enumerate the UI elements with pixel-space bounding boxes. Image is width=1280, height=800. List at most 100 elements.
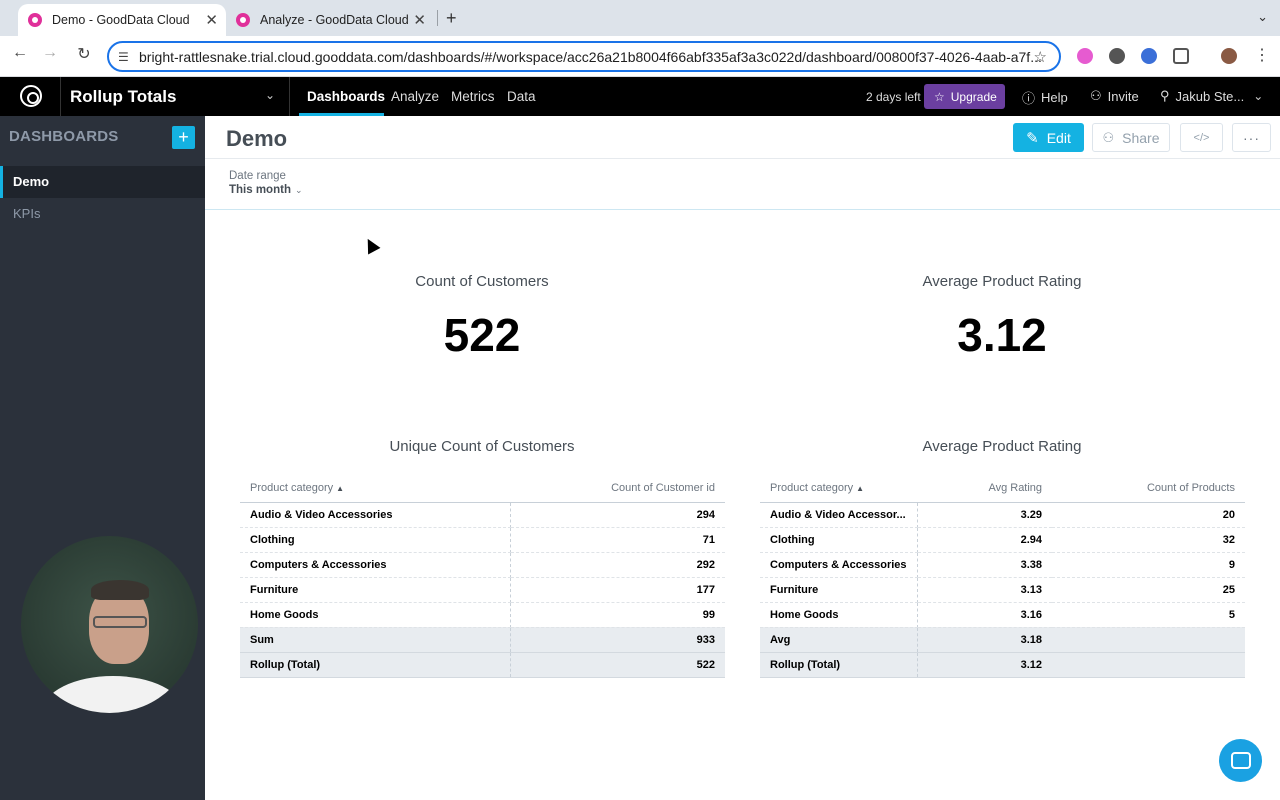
column-header[interactable]: Count of Customer id xyxy=(510,474,725,503)
gooddata-logo-icon[interactable] xyxy=(20,85,42,107)
table-row: Clothing 2.94 32 xyxy=(760,527,1245,553)
user-menu[interactable]: ⚲ Jakub Ste... ⌄ xyxy=(1160,88,1263,104)
new-tab-icon[interactable]: + xyxy=(446,8,457,28)
browser-tab-demo[interactable]: Demo - GoodData Cloud ✕ xyxy=(18,4,226,36)
table-total-row: Rollup (Total) 3.12 xyxy=(760,652,1245,678)
table-cell: 5 xyxy=(1052,602,1245,628)
share-button[interactable]: ⚇ Share xyxy=(1092,123,1170,152)
column-header[interactable]: Product category ▲ xyxy=(240,474,510,503)
extension-icon[interactable] xyxy=(1077,48,1093,64)
table-cell: 71 xyxy=(510,527,725,553)
chevron-down-icon: ⌄ xyxy=(294,185,303,195)
table-title: Unique Count of Customers xyxy=(389,438,575,455)
column-header[interactable]: Avg Rating xyxy=(917,474,1053,503)
site-info-icon[interactable]: ☰ xyxy=(118,50,129,64)
kpi-value[interactable]: 522 xyxy=(443,309,521,361)
table-cell: Sum xyxy=(240,627,511,653)
table-total-row: Rollup (Total) 522 xyxy=(240,652,725,678)
url-text: bright-rattlesnake.trial.cloud.gooddata.… xyxy=(139,48,1042,65)
nav-data[interactable]: Data xyxy=(507,89,536,104)
more-options-button[interactable]: ··· xyxy=(1232,123,1271,152)
table-row: Home Goods 99 xyxy=(240,602,725,628)
table-cell: Avg xyxy=(760,627,918,653)
sort-ascending-icon: ▲ xyxy=(336,483,345,493)
forward-icon[interactable]: → xyxy=(42,44,58,61)
kpi-value[interactable]: 3.12 xyxy=(957,309,1047,361)
table-cell xyxy=(1052,652,1245,678)
column-header[interactable]: Count of Products xyxy=(1052,474,1245,503)
table-total-row: Avg 3.18 xyxy=(760,627,1245,653)
table-cell: 3.13 xyxy=(917,577,1053,603)
table-row: Computers & Accessories 292 xyxy=(240,552,725,578)
date-filter-dropdown[interactable]: This month ⌄ xyxy=(229,184,303,196)
nav-analyze[interactable]: Analyze xyxy=(391,89,440,104)
sidebar-item-kpis[interactable]: KPIs xyxy=(13,206,41,221)
table-cell: 294 xyxy=(510,502,725,528)
filter-bar-divider xyxy=(205,209,1280,210)
table-cell: 99 xyxy=(510,602,725,628)
nav-metrics[interactable]: Metrics xyxy=(451,89,495,104)
workspace-title[interactable]: Rollup Totals xyxy=(70,87,177,106)
close-tab-icon[interactable]: ✕ xyxy=(205,12,218,29)
table-cell: Rollup (Total) xyxy=(760,652,918,678)
browser-toolbar: ← → ↻ ☰ bright-rattlesnake.trial.cloud.g… xyxy=(0,36,1280,77)
table-cell: Home Goods xyxy=(760,602,918,628)
browser-menu-icon[interactable]: ⋮ xyxy=(1254,47,1270,64)
password-manager-icon[interactable] xyxy=(1141,48,1157,64)
add-dashboard-button[interactable]: + xyxy=(172,126,195,149)
edit-button[interactable]: ✎ Edit xyxy=(1013,123,1084,152)
sidebar-item-demo[interactable]: Demo xyxy=(0,166,205,198)
star-icon: ☆ xyxy=(934,89,945,104)
table-cell: Audio & Video Accessories xyxy=(240,502,511,528)
browser-tab-bar: Demo - GoodData Cloud ✕ Analyze - GoodDa… xyxy=(0,0,1280,36)
table-cell: Home Goods xyxy=(240,602,511,628)
back-icon[interactable]: ← xyxy=(12,44,28,61)
column-header-label: Product category xyxy=(770,481,854,494)
invite-link[interactable]: ⚇ Invite xyxy=(1090,88,1139,104)
help-link[interactable]: ⓘ Help xyxy=(1022,88,1068,107)
invite-label: Invite xyxy=(1107,88,1139,104)
table-cell: 3.16 xyxy=(917,602,1053,628)
browser-tab-analyze[interactable]: Analyze - GoodData Cloud ✕ xyxy=(226,4,434,36)
kpi-title: Count of Customers xyxy=(415,273,549,290)
table-cell: Rollup (Total) xyxy=(240,652,511,678)
upgrade-label: Upgrade xyxy=(950,89,997,104)
chevron-down-icon: ⌄ xyxy=(1253,89,1264,103)
table-cell: Clothing xyxy=(760,527,918,553)
address-bar[interactable]: ☰ bright-rattlesnake.trial.cloud.gooddat… xyxy=(107,41,1061,72)
nav-dashboards[interactable]: Dashboards xyxy=(307,89,386,104)
embed-code-button[interactable]: </> xyxy=(1180,123,1223,152)
table-cell: 9 xyxy=(1052,552,1245,578)
kpi-title: Average Product Rating xyxy=(922,273,1082,290)
column-header-label: Product category xyxy=(250,481,334,494)
extensions-puzzle-icon[interactable] xyxy=(1173,48,1189,64)
help-circle-icon: ⓘ xyxy=(1022,91,1036,106)
title-divider xyxy=(205,158,1280,159)
table-cell: Furniture xyxy=(240,577,511,603)
column-header[interactable]: Product category ▲ xyxy=(760,474,918,503)
bookmark-star-icon[interactable]: ☆ xyxy=(1033,49,1047,66)
support-chat-button[interactable] xyxy=(1219,739,1262,782)
edit-label: Edit xyxy=(1046,129,1071,146)
tab-separator xyxy=(437,10,438,26)
header-divider xyxy=(60,77,61,116)
profile-avatar[interactable] xyxy=(1221,48,1237,64)
table-total-row: Sum 933 xyxy=(240,627,725,653)
table-title: Average Product Rating xyxy=(922,438,1082,455)
share-users-icon: ⚇ xyxy=(1102,129,1115,145)
table-cell: 3.38 xyxy=(917,552,1053,578)
workspace-chevron-down-icon[interactable]: ⌄ xyxy=(265,88,276,102)
customers-table: Product category ▲ Count of Customer id A… xyxy=(240,474,725,678)
date-filter-value: This month xyxy=(229,184,291,196)
share-label: Share xyxy=(1122,129,1160,146)
upgrade-button[interactable]: ☆ Upgrade xyxy=(924,84,1005,109)
table-cell: Furniture xyxy=(760,577,918,603)
tab-search-icon[interactable]: ⌄ xyxy=(1257,9,1268,24)
reload-icon[interactable]: ↻ xyxy=(77,46,91,63)
gooddata-favicon-icon xyxy=(236,13,250,27)
extension-gear-icon[interactable] xyxy=(1109,48,1125,64)
table-cell: 292 xyxy=(510,552,725,578)
close-tab-icon[interactable]: ✕ xyxy=(413,12,426,29)
dashboard-title: Demo xyxy=(226,126,288,151)
table-cell: 177 xyxy=(510,577,725,603)
